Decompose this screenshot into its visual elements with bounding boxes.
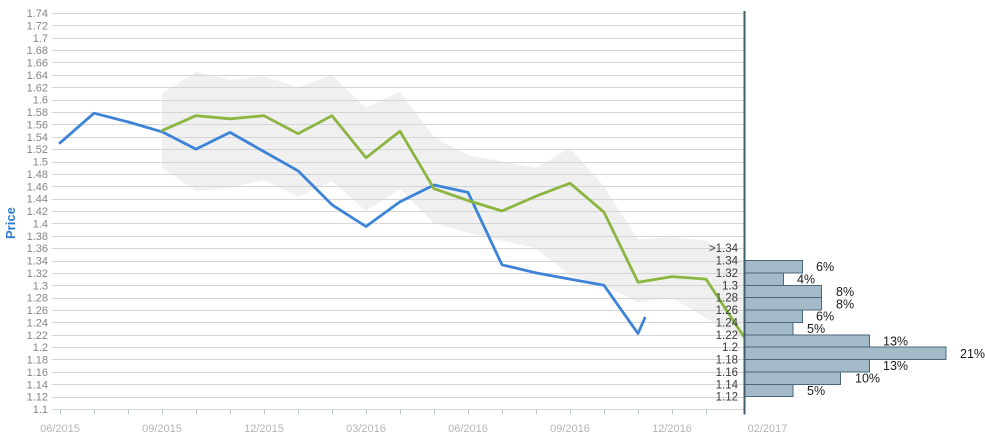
y-tick-label: 1.7 — [33, 33, 48, 45]
y-tick-label: 1.52 — [27, 144, 48, 156]
histogram-bar-value: 5% — [807, 384, 825, 398]
gridlines — [52, 13, 745, 410]
y-tick-label: 1.26 — [27, 305, 48, 317]
histogram-bar-value: 13% — [883, 334, 908, 348]
y-tick-label: 1.16 — [27, 367, 48, 379]
histogram-bar[interactable] — [744, 297, 823, 311]
y-axis-labels: 1.11.121.141.161.181.21.221.241.261.281.… — [27, 8, 48, 416]
bin-edge-label: 1.34 — [716, 256, 739, 268]
x-tick-label: 09/2016 — [550, 423, 590, 435]
forecast-line[interactable] — [160, 114, 745, 338]
bin-edge-label: 1.26 — [716, 305, 738, 317]
histogram-bar[interactable] — [744, 334, 870, 348]
bin-edge-label: 1.12 — [716, 392, 738, 404]
histogram-bar[interactable] — [744, 284, 823, 299]
y-tick-label: 1.18 — [27, 355, 48, 367]
bin-edge-label: 1.22 — [716, 330, 738, 342]
histogram-bin-labels: >1.341.341.321.31.281.261.241.221.21.181… — [709, 243, 739, 404]
histogram-bar[interactable] — [744, 359, 870, 373]
y-tick-label: 1.24 — [27, 317, 48, 329]
histogram-bar[interactable] — [744, 272, 784, 286]
x-tick-label: 06/2016 — [448, 423, 488, 435]
histogram-bar-value: 8% — [836, 285, 854, 299]
y-tick-label: 1.38 — [27, 231, 48, 243]
y-tick-label: 1.42 — [27, 206, 48, 218]
x-tick-label: 09/2015 — [142, 423, 182, 435]
bin-edge-label: 1.28 — [716, 293, 738, 305]
y-tick-label: 1.5 — [33, 157, 48, 169]
y-tick-label: 1.56 — [27, 119, 48, 131]
y-tick-label: 1.4 — [33, 218, 48, 230]
y-tick-label: 1.46 — [27, 181, 48, 193]
histogram-bar[interactable] — [744, 321, 794, 336]
histogram-bar-value: 6% — [816, 260, 834, 274]
y-tick-label: 1.28 — [27, 293, 48, 305]
y-tick-label: 1.3 — [33, 280, 48, 292]
histogram-bar-value: 8% — [836, 297, 854, 311]
bin-edge-label: >1.34 — [709, 243, 739, 255]
histogram-bar-value: 6% — [816, 310, 834, 324]
y-tick-label: 1.62 — [27, 82, 48, 94]
y-tick-label: 1.44 — [27, 194, 48, 206]
x-tick-label: 06/2015 — [40, 423, 80, 435]
bin-edge-label: 1.14 — [716, 379, 739, 391]
histogram-bar[interactable] — [744, 260, 803, 274]
y-tick-label: 1.22 — [27, 330, 48, 342]
bin-edge-label: 1.2 — [722, 342, 738, 354]
forecast-axis-label: 02/2017 — [748, 423, 788, 435]
y-tick-label: 1.14 — [27, 379, 48, 391]
y-tick-label: 1.1 — [33, 404, 48, 416]
y-tick-label: 1.36 — [27, 243, 48, 255]
y-tick-label: 1.72 — [27, 20, 48, 32]
histogram-bar[interactable] — [744, 371, 842, 385]
y-tick-label: 1.48 — [27, 169, 48, 181]
y-tick-label: 1.74 — [27, 8, 48, 20]
x-tick-label: 12/2015 — [244, 423, 284, 435]
y-tick-label: 1.12 — [27, 392, 48, 404]
histogram-bar[interactable] — [744, 346, 947, 361]
bin-edge-label: 1.16 — [716, 367, 738, 379]
y-tick-label: 1.66 — [27, 58, 48, 70]
y-tick-label: 1.32 — [27, 268, 48, 280]
histogram-values: 6%4%8%8%6%5%13%21%13%10%5% — [797, 260, 985, 398]
x-tick-label: 03/2016 — [346, 423, 386, 435]
histogram-bar-value: 21% — [960, 347, 985, 361]
bin-edge-label: 1.24 — [716, 317, 739, 329]
y-tick-label: 1.2 — [33, 342, 48, 354]
x-axis-ticks — [60, 409, 707, 415]
y-tick-label: 1.64 — [27, 70, 48, 82]
histogram-bar-value: 13% — [883, 359, 908, 373]
bin-edge-label: 1.18 — [716, 355, 738, 367]
x-axis-labels: 06/2015 09/2015 12/2015 03/2016 06/2016 09/20… — [40, 423, 787, 435]
x-tick-label: 12/2016 — [652, 423, 692, 435]
y-tick-label: 1.58 — [27, 107, 48, 119]
y-tick-label: 1.34 — [27, 256, 48, 268]
histogram-bar[interactable] — [744, 383, 794, 398]
histogram-bars — [744, 260, 947, 398]
y-tick-label: 1.68 — [27, 45, 48, 57]
y-tick-label: 1.6 — [33, 95, 48, 107]
y-tick-label: 1.54 — [27, 132, 48, 144]
histogram-bar-value: 10% — [855, 372, 880, 386]
bin-edge-label: 1.32 — [716, 268, 738, 280]
chart-render-root: 1.11.121.141.161.181.21.221.241.261.281.… — [27, 8, 985, 435]
histogram-bar[interactable] — [744, 309, 803, 323]
histogram-bar-value: 4% — [797, 273, 815, 287]
y-axis-title: Price — [3, 207, 18, 239]
histogram-bar-value: 5% — [807, 322, 825, 336]
bin-edge-label: 1.3 — [722, 280, 738, 292]
